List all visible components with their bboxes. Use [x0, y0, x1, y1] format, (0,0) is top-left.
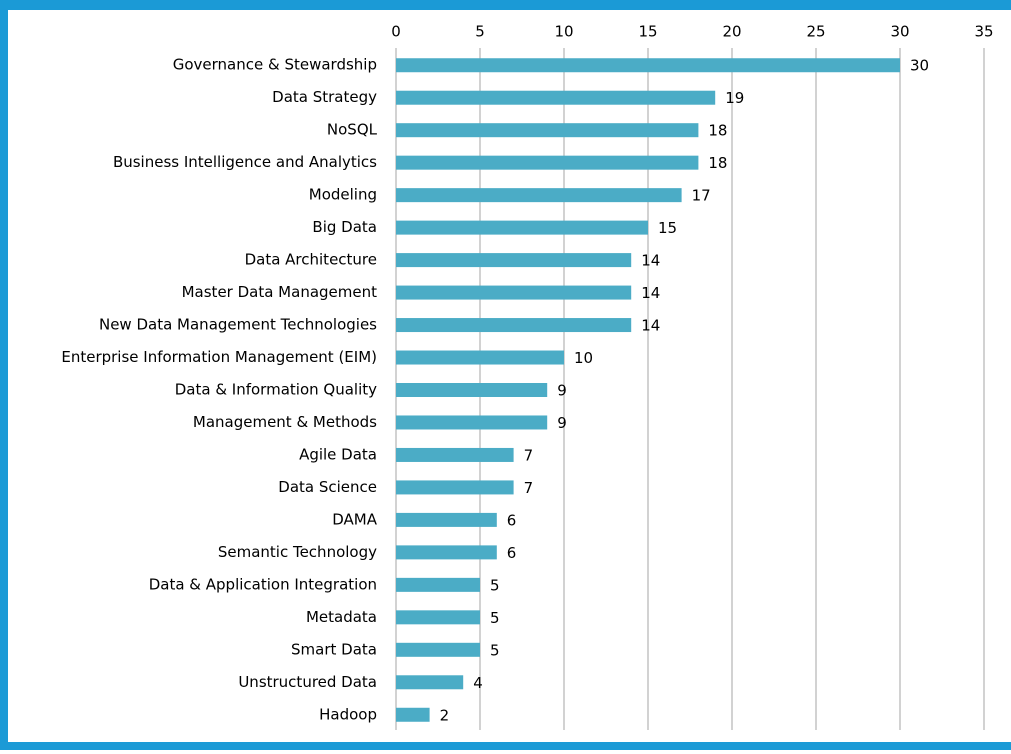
y-tick-label: Data Architecture: [245, 251, 377, 269]
plot-background: [8, 10, 1011, 742]
value-label: 15: [658, 219, 677, 237]
x-tick-label: 10: [554, 23, 573, 41]
y-tick-label: DAMA: [332, 510, 377, 528]
y-tick-label: Business Intelligence and Analytics: [113, 153, 377, 171]
value-label: 14: [641, 284, 660, 302]
value-label: 18: [708, 122, 727, 140]
y-tick-label: Master Data Management: [182, 283, 378, 301]
y-tick-label: Semantic Technology: [218, 543, 377, 561]
x-tick-label: 35: [974, 23, 993, 41]
y-tick-label: Data Strategy: [272, 88, 377, 106]
y-tick-label: Big Data: [312, 218, 377, 236]
bar: [396, 285, 632, 300]
x-tick-label: 5: [475, 23, 485, 41]
bar: [396, 318, 632, 333]
y-tick-label: NoSQL: [327, 121, 378, 139]
bar: [396, 58, 900, 73]
bar: [396, 350, 564, 365]
x-tick-label: 0: [391, 23, 401, 41]
value-label: 9: [557, 382, 567, 400]
value-label: 10: [574, 349, 593, 367]
y-tick-label: Data Science: [278, 478, 377, 496]
bar: [396, 383, 548, 397]
y-tick-label: Hadoop: [319, 705, 377, 723]
value-label: 17: [692, 187, 711, 205]
value-label: 2: [440, 706, 450, 724]
bar: [396, 188, 682, 203]
value-label: 7: [524, 446, 534, 464]
bar: [396, 415, 548, 430]
bar: [396, 155, 699, 170]
value-label: 30: [910, 57, 929, 75]
y-tick-label: Enterprise Information Management (EIM): [61, 348, 377, 366]
bar: [396, 610, 480, 625]
bar: [396, 707, 430, 722]
value-label: 14: [641, 252, 660, 270]
y-tick-label: New Data Management Technologies: [99, 316, 377, 334]
value-label: 7: [524, 479, 534, 497]
value-label: 5: [490, 609, 500, 627]
value-label: 5: [490, 641, 500, 659]
y-tick-label: Smart Data: [291, 640, 377, 658]
x-tick-label: 15: [638, 23, 657, 41]
value-label: 9: [557, 414, 567, 432]
value-label: 18: [708, 154, 727, 172]
value-label: 4: [473, 674, 483, 692]
x-tick-label: 20: [722, 23, 741, 41]
bar: [396, 123, 699, 138]
value-label: 14: [641, 317, 660, 335]
bar: [396, 642, 480, 657]
x-tick-label: 30: [890, 23, 909, 41]
value-label: 19: [725, 89, 744, 107]
y-tick-label: Unstructured Data: [238, 673, 377, 691]
y-tick-label: Data & Application Integration: [149, 575, 377, 593]
bar: [396, 675, 464, 690]
value-label: 6: [507, 544, 517, 562]
bar: [396, 512, 497, 527]
bar: [396, 545, 497, 560]
x-tick-label: 25: [806, 23, 825, 41]
value-label: 5: [490, 576, 500, 594]
y-tick-label: Metadata: [306, 608, 377, 626]
y-tick-label: Governance & Stewardship: [173, 56, 377, 74]
bar: [396, 253, 632, 268]
bar: [396, 480, 514, 495]
value-label: 6: [507, 511, 517, 529]
y-tick-label: Data & Information Quality: [175, 381, 377, 399]
y-tick-label: Agile Data: [299, 445, 377, 463]
y-tick-label: Management & Methods: [193, 413, 377, 431]
bar: [396, 220, 648, 235]
bar: [396, 577, 480, 592]
bar: [396, 447, 514, 462]
y-tick-label: Modeling: [309, 186, 377, 204]
bar: [396, 90, 716, 105]
